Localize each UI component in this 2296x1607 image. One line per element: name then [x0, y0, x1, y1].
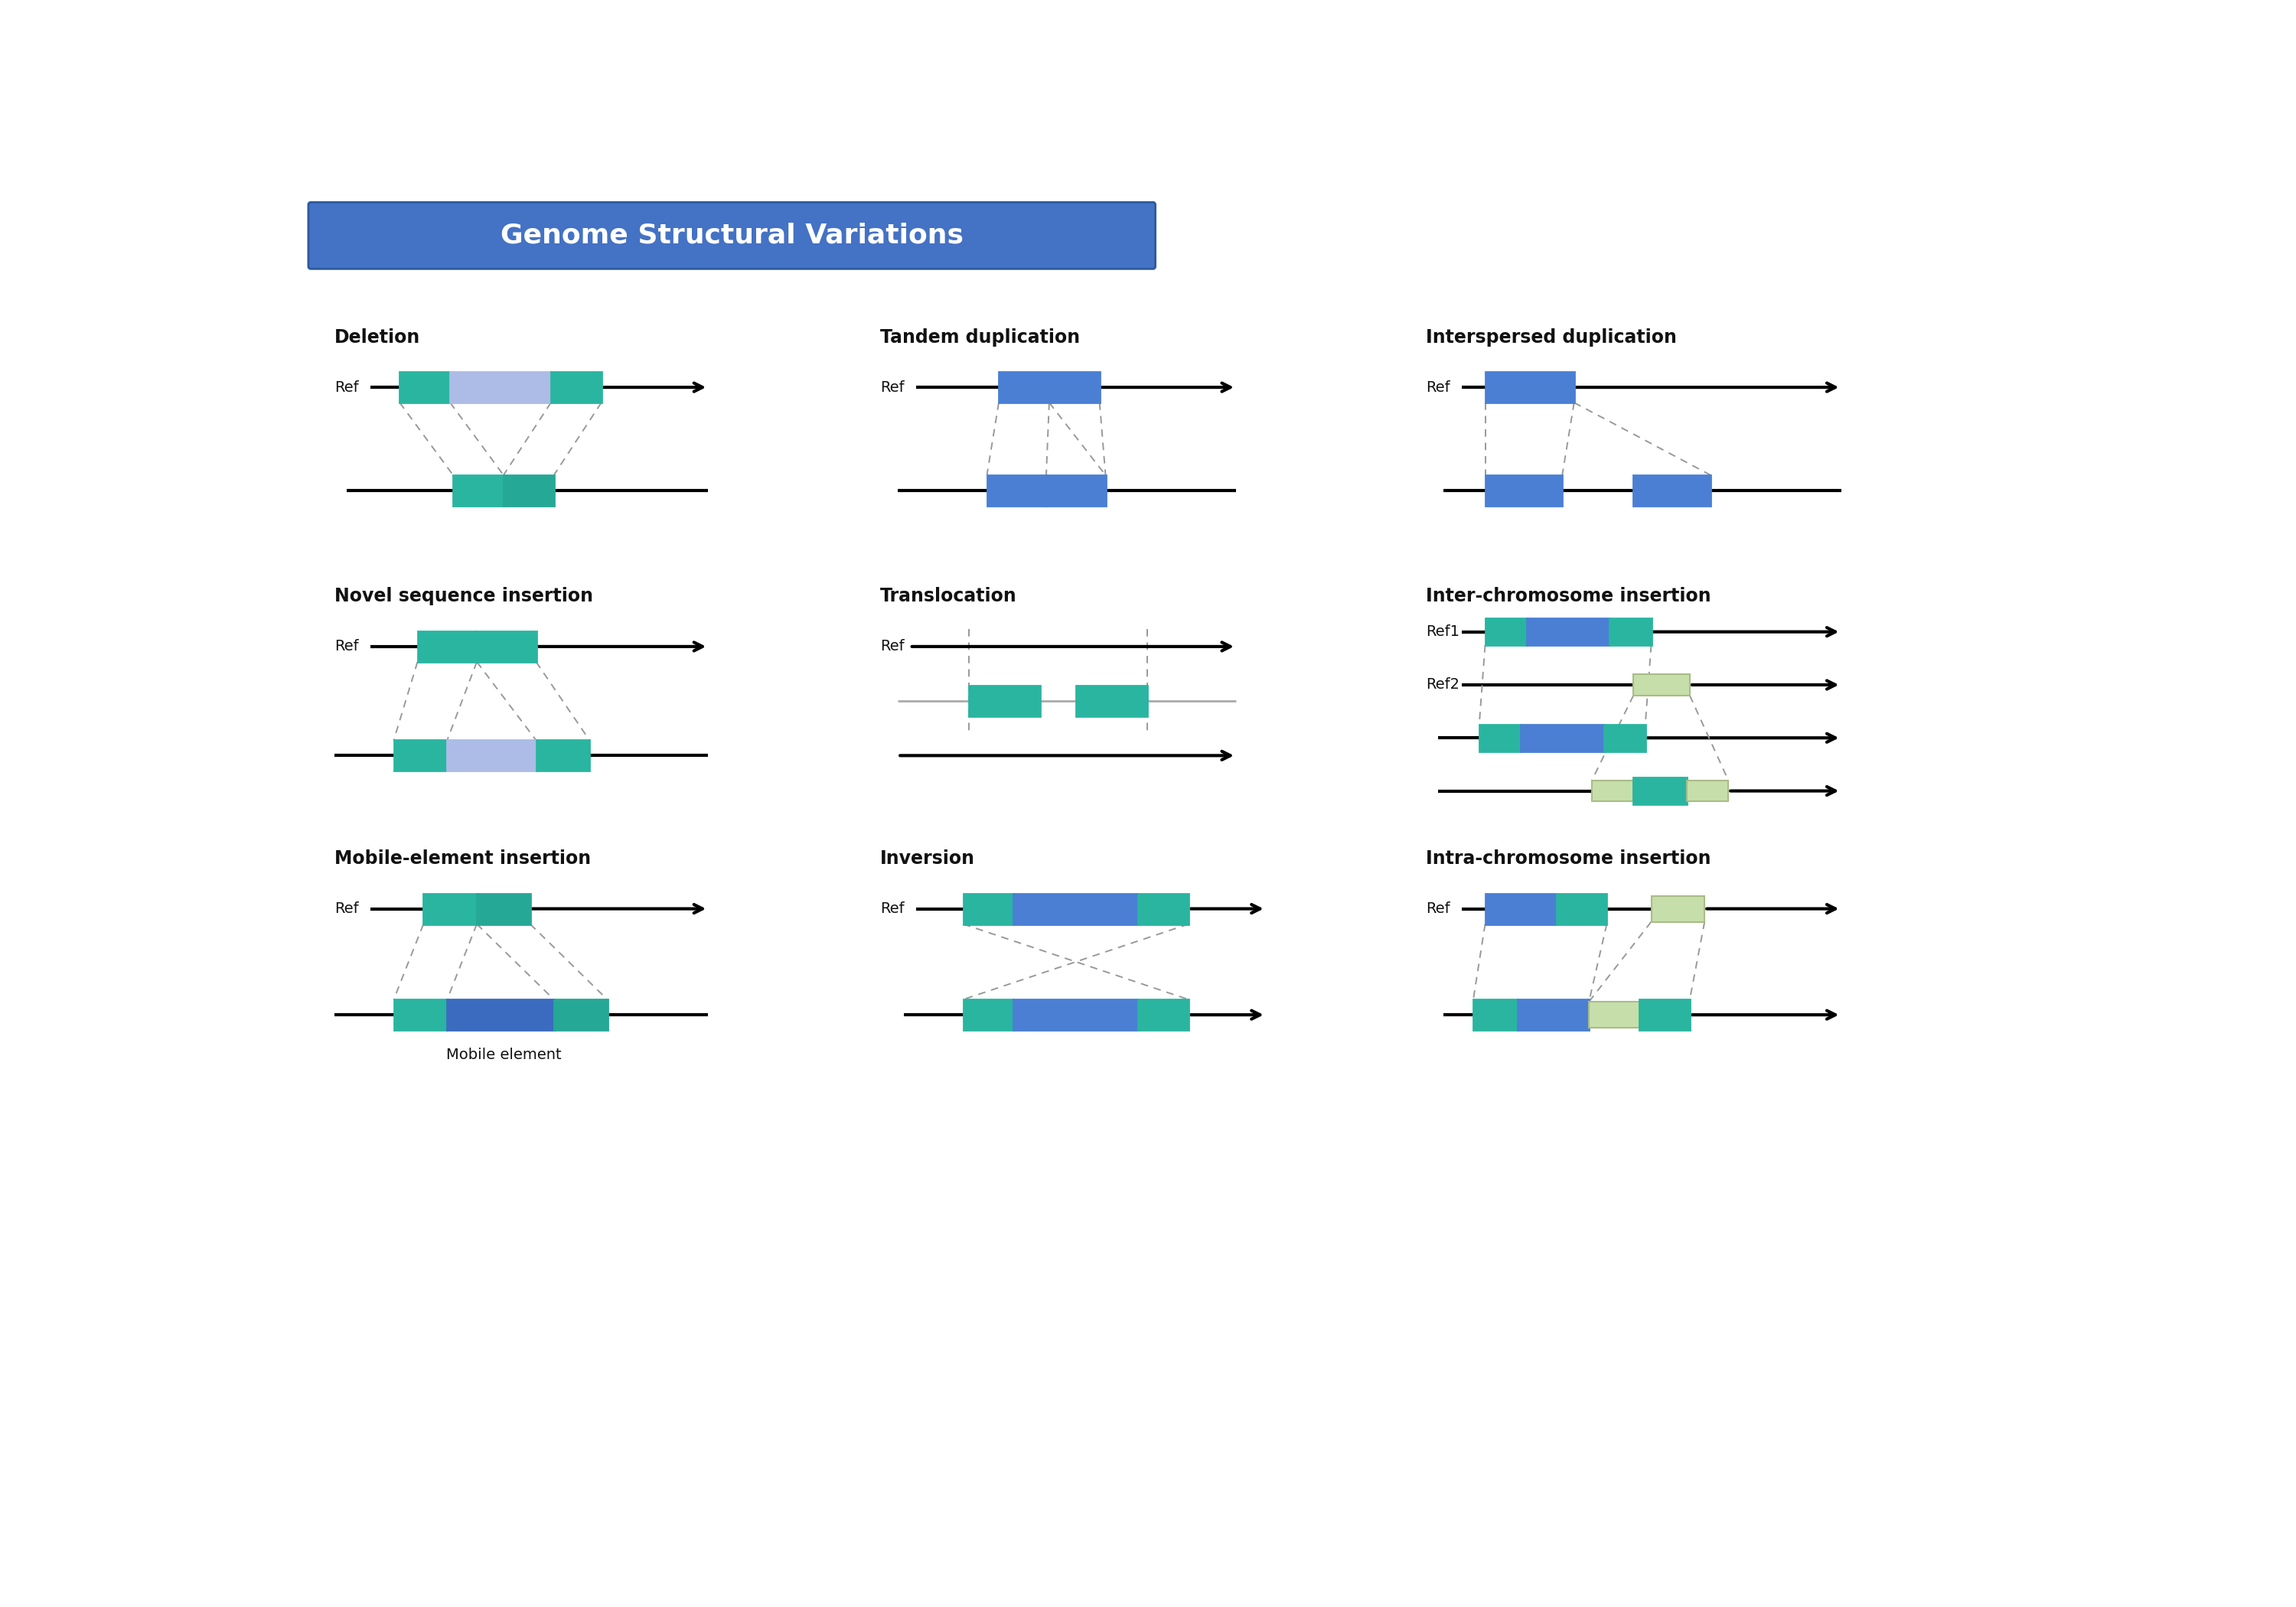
Bar: [535, 741, 590, 771]
Bar: [1486, 371, 1575, 403]
Text: Ref2: Ref2: [1426, 678, 1460, 693]
Text: Ref1: Ref1: [1426, 625, 1460, 640]
Text: Novel sequence insertion: Novel sequence insertion: [335, 587, 592, 606]
Bar: [964, 893, 1013, 924]
Bar: [1077, 686, 1148, 717]
Text: Genome Structural Variations: Genome Structural Variations: [501, 222, 964, 249]
Text: Inter-chromosome insertion: Inter-chromosome insertion: [1426, 587, 1711, 606]
Bar: [1013, 1000, 1139, 1030]
Bar: [1486, 619, 1527, 644]
Text: Deletion: Deletion: [335, 328, 420, 347]
Bar: [400, 371, 450, 403]
Bar: [448, 1000, 553, 1030]
Text: Translocation: Translocation: [879, 587, 1017, 606]
Text: Tandem duplication: Tandem duplication: [879, 328, 1079, 347]
Bar: [422, 893, 478, 924]
Bar: [1688, 781, 1729, 802]
Bar: [964, 1000, 1013, 1030]
Bar: [999, 371, 1100, 403]
Text: Ref: Ref: [335, 379, 358, 395]
Bar: [1639, 1000, 1690, 1030]
Bar: [450, 371, 551, 403]
Bar: [551, 371, 602, 403]
Bar: [1479, 725, 1520, 750]
Text: Mobile element: Mobile element: [445, 1048, 560, 1062]
Text: Ref: Ref: [1426, 902, 1451, 916]
Bar: [395, 741, 448, 771]
Bar: [1651, 895, 1704, 922]
Bar: [1632, 476, 1711, 506]
Text: Intra-chromosome insertion: Intra-chromosome insertion: [1426, 850, 1711, 868]
Bar: [418, 632, 478, 662]
Text: Ref: Ref: [879, 379, 905, 395]
Bar: [987, 476, 1047, 506]
Text: Inversion: Inversion: [879, 850, 976, 868]
Bar: [478, 632, 535, 662]
Text: Ref: Ref: [335, 902, 358, 916]
Bar: [1632, 675, 1690, 696]
Bar: [452, 476, 503, 506]
FancyBboxPatch shape: [308, 202, 1155, 268]
Bar: [1518, 1000, 1589, 1030]
Bar: [1047, 476, 1107, 506]
Bar: [1609, 619, 1651, 644]
Bar: [1474, 1000, 1518, 1030]
Bar: [1520, 725, 1603, 750]
Bar: [553, 1000, 606, 1030]
Text: Interspersed duplication: Interspersed duplication: [1426, 328, 1676, 347]
Bar: [1527, 619, 1609, 644]
Text: Ref: Ref: [1426, 379, 1451, 395]
Bar: [395, 1000, 448, 1030]
Bar: [1013, 893, 1139, 924]
Bar: [1591, 781, 1632, 802]
Bar: [1589, 1001, 1639, 1028]
Text: Ref: Ref: [879, 902, 905, 916]
Bar: [478, 893, 530, 924]
Bar: [1139, 893, 1189, 924]
Text: Mobile-element insertion: Mobile-element insertion: [335, 850, 590, 868]
Text: Ref: Ref: [879, 640, 905, 654]
Bar: [1557, 893, 1607, 924]
Bar: [1486, 893, 1557, 924]
Bar: [1486, 476, 1561, 506]
Bar: [1139, 1000, 1189, 1030]
Bar: [503, 476, 553, 506]
Bar: [448, 741, 535, 771]
Bar: [969, 686, 1040, 717]
Text: Ref: Ref: [335, 640, 358, 654]
Bar: [1603, 725, 1646, 750]
Bar: [1632, 778, 1688, 804]
